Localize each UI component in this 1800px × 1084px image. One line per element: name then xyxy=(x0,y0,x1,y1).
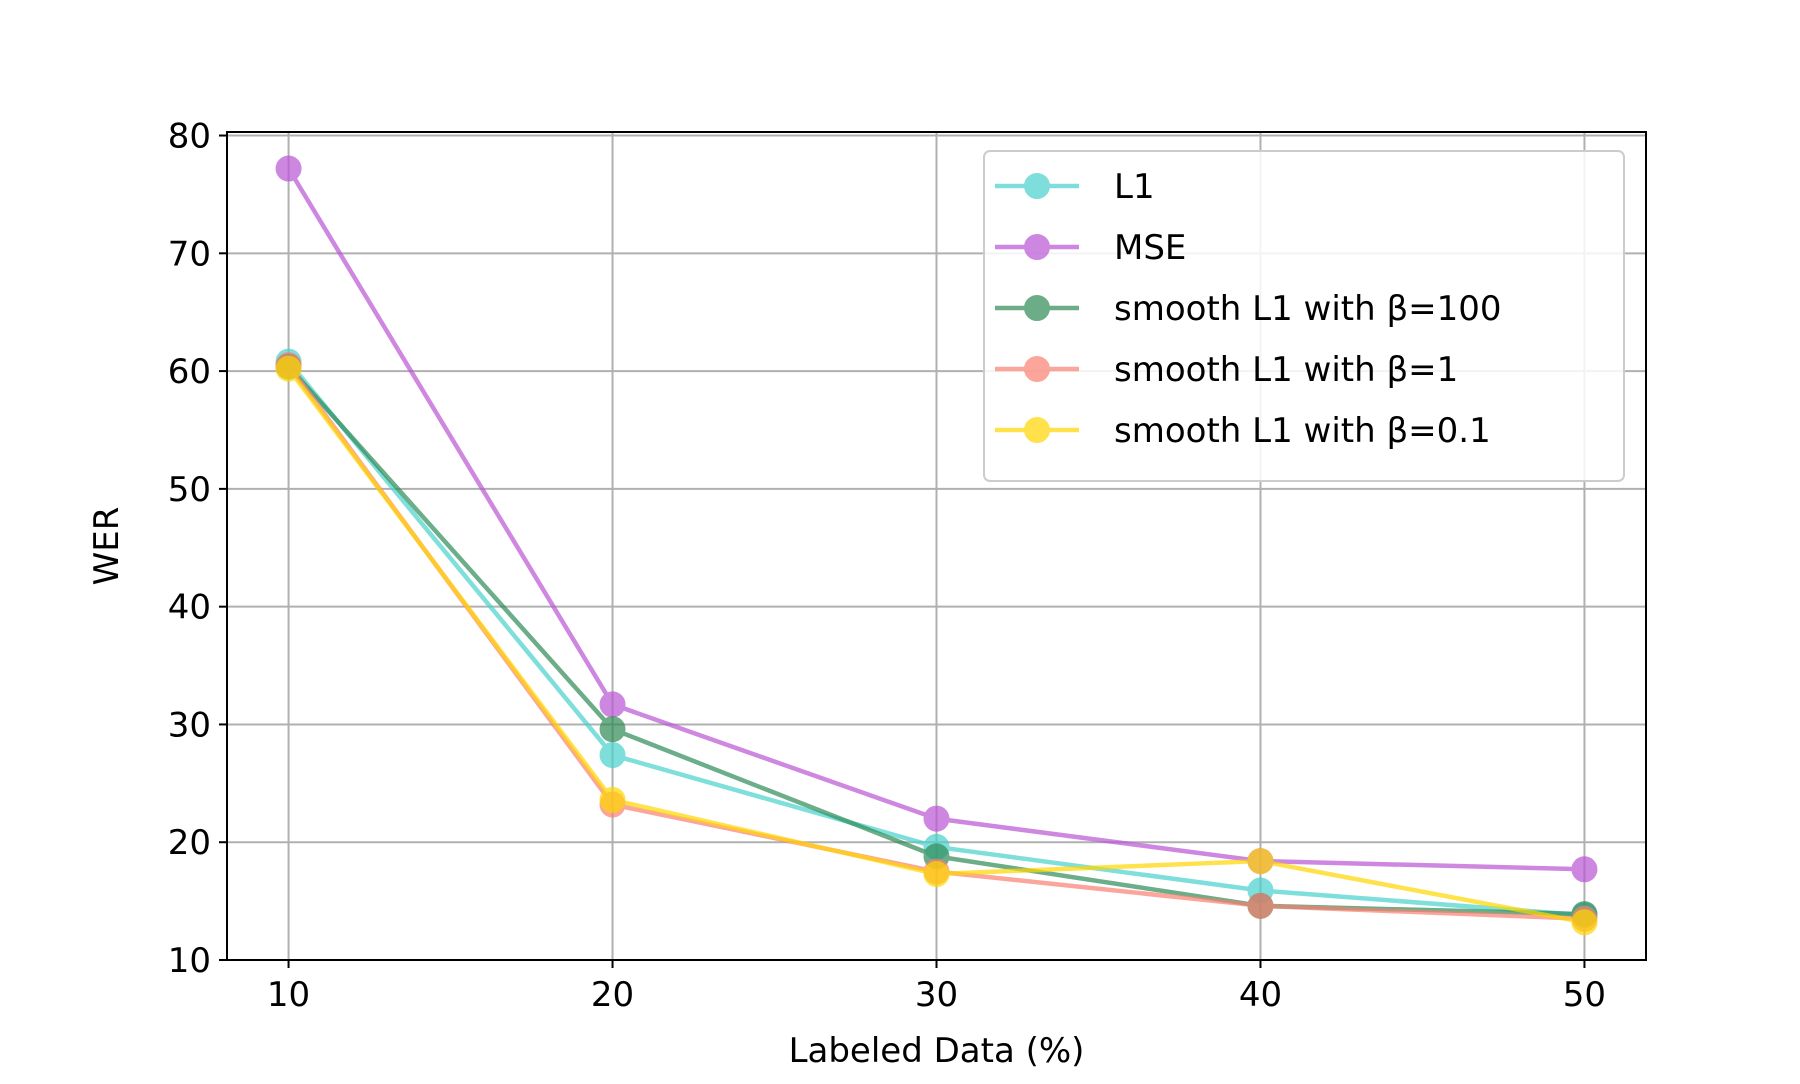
legend-item: L1 xyxy=(995,167,1155,207)
x-tick-label: 40 xyxy=(1239,975,1282,1015)
legend-item: MSE xyxy=(995,228,1186,268)
axis-ticks: 10 20 30 40 50 10 20 30 40 50 60 70 80 xyxy=(168,117,1606,1015)
y-tick-label: 10 xyxy=(168,941,211,981)
y-tick-label: 30 xyxy=(168,705,211,745)
legend-label: smooth L1 with β=0.1 xyxy=(1114,411,1491,451)
legend-marker xyxy=(1024,417,1050,443)
data-point xyxy=(923,805,950,832)
data-point xyxy=(599,786,626,813)
data-point xyxy=(1247,848,1274,875)
x-tick-label: 50 xyxy=(1563,975,1606,1015)
legend-box xyxy=(983,150,1625,482)
legend-swatch xyxy=(995,417,1079,443)
legend-marker xyxy=(1024,356,1050,382)
y-tick-label: 80 xyxy=(168,117,211,157)
legend-item: smooth L1 with β=1 xyxy=(995,350,1458,390)
series-layer xyxy=(275,155,1598,936)
legend-swatch xyxy=(995,295,1079,321)
x-tick-label: 10 xyxy=(267,975,310,1015)
y-axis-label: WER xyxy=(87,507,127,586)
data-point xyxy=(1571,909,1598,936)
legend-marker xyxy=(1024,173,1050,199)
series-5 xyxy=(275,355,1598,936)
legend-label: smooth L1 with β=1 xyxy=(1114,350,1458,390)
y-tick-label: 50 xyxy=(168,470,211,510)
data-point xyxy=(1247,892,1274,919)
legend-item: smooth L1 with β=0.1 xyxy=(995,411,1491,451)
data-point xyxy=(599,716,626,743)
legend-label: MSE xyxy=(1114,228,1186,268)
legend-swatch xyxy=(995,234,1079,260)
y-tick-label: 40 xyxy=(168,588,211,628)
data-point xyxy=(599,742,626,769)
legend-label: smooth L1 with β=100 xyxy=(1114,289,1502,329)
x-tick-label: 20 xyxy=(591,975,634,1015)
legend-marker xyxy=(1024,234,1050,260)
data-point xyxy=(923,861,950,888)
y-tick-label: 20 xyxy=(168,823,211,863)
legend-marker xyxy=(1024,295,1050,321)
data-point xyxy=(1571,856,1598,883)
x-tick-label: 30 xyxy=(915,975,958,1015)
y-tick-label: 60 xyxy=(168,352,211,392)
legend: L1 MSE smooth L1 with β=100 smooth L1 with … xyxy=(983,150,1625,482)
y-tick-label: 70 xyxy=(168,234,211,274)
data-point xyxy=(275,355,302,382)
data-point xyxy=(275,155,302,182)
legend-label: L1 xyxy=(1114,167,1155,207)
legend-item: smooth L1 with β=100 xyxy=(995,289,1502,329)
legend-swatch xyxy=(995,173,1079,199)
legend-swatch xyxy=(995,356,1079,382)
data-point xyxy=(599,691,626,718)
x-axis-label: Labeled Data (%) xyxy=(789,1031,1085,1071)
